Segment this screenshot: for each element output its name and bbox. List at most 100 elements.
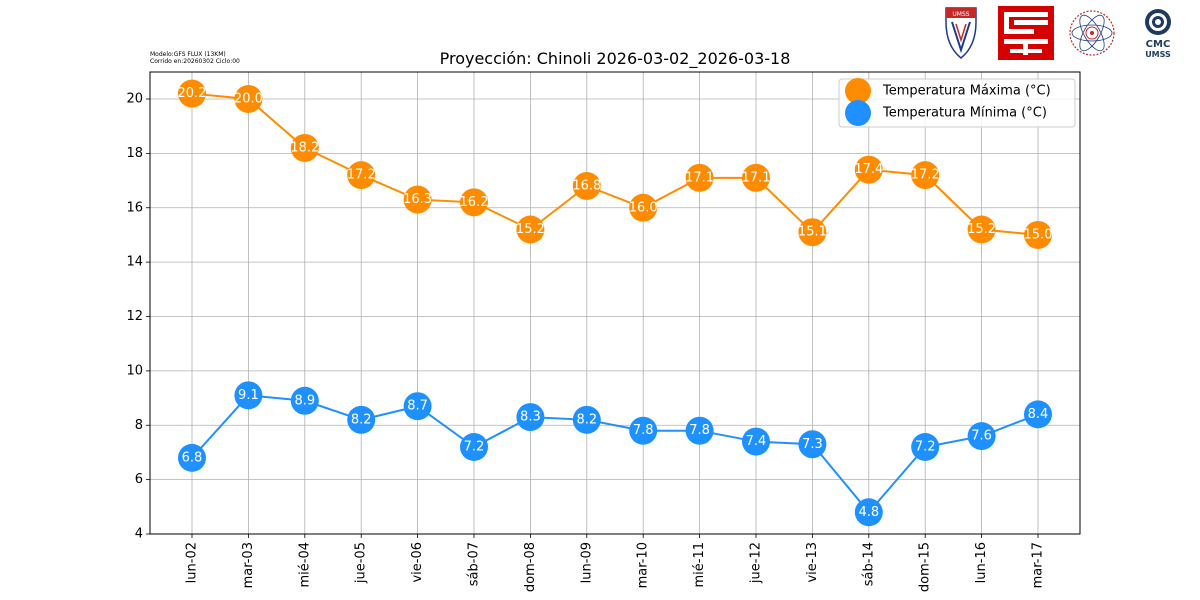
series-line xyxy=(191,92,1039,236)
data-label: 17.2 xyxy=(911,168,940,183)
data-label: 7.4 xyxy=(746,434,767,449)
data-label: 7.6 xyxy=(971,429,992,444)
data-point xyxy=(1024,220,1052,249)
data-label: 17.1 xyxy=(685,170,714,185)
cmc-umss-logo: CMC UMSS xyxy=(1145,9,1171,59)
data-label: 8.2 xyxy=(351,412,372,427)
data-point xyxy=(178,443,206,472)
x-tick-label: mié-04 xyxy=(297,542,312,588)
data-point xyxy=(516,215,545,244)
data-label: 15.1 xyxy=(798,225,827,240)
y-tick-label: 14 xyxy=(126,255,143,270)
data-point xyxy=(967,422,996,451)
data-label: 20.2 xyxy=(178,86,207,101)
x-tick-label: mar-17 xyxy=(1031,542,1046,588)
x-tick-label: vie-06 xyxy=(410,542,425,583)
x-tick-label: dom-08 xyxy=(523,542,538,592)
legend-marker xyxy=(845,78,871,104)
data-label: 18.2 xyxy=(290,140,319,155)
data-point xyxy=(798,430,827,459)
engineering-logo xyxy=(998,6,1054,60)
data-point xyxy=(911,433,940,461)
data-point xyxy=(347,405,376,434)
data-point xyxy=(460,433,488,461)
y-tick-label: 6 xyxy=(135,472,143,487)
data-label: 8.3 xyxy=(520,410,541,425)
y-tick-label: 16 xyxy=(126,200,143,215)
data-point xyxy=(516,403,545,432)
data-label: 15.0 xyxy=(1024,227,1053,242)
series-line xyxy=(191,394,1039,514)
data-label: 16.2 xyxy=(460,195,489,210)
data-point xyxy=(967,215,996,244)
data-label: 9.1 xyxy=(238,388,259,403)
data-label: 17.4 xyxy=(854,162,883,177)
cmc-umss-text: UMSS xyxy=(1145,50,1171,59)
x-tick-label: lun-09 xyxy=(579,542,594,583)
data-point xyxy=(572,405,601,434)
data-point xyxy=(854,155,883,184)
data-label: 15.2 xyxy=(967,222,996,237)
y-tick-label: 12 xyxy=(126,309,143,324)
x-tick-label: sáb-14 xyxy=(861,542,876,586)
umss-shield-logo: UMSS xyxy=(945,7,977,59)
data-point xyxy=(290,386,319,415)
data-label: 8.4 xyxy=(1028,407,1049,422)
science-seal-logo xyxy=(1069,10,1115,56)
y-tick-label: 20 xyxy=(126,92,143,107)
x-tick-label: mar-10 xyxy=(636,542,651,588)
data-label: 20.0 xyxy=(234,92,263,107)
data-label: 7.2 xyxy=(464,440,485,455)
data-point xyxy=(403,392,432,421)
x-tick-label: dom-15 xyxy=(918,542,933,592)
umss-shield-text: UMSS xyxy=(952,11,969,18)
legend-box xyxy=(838,78,1076,128)
data-point xyxy=(347,161,376,190)
data-point xyxy=(290,133,319,162)
y-tick-label: 8 xyxy=(135,418,143,433)
x-tick-label: vie-13 xyxy=(805,542,820,583)
data-label: 17.2 xyxy=(347,168,376,183)
data-label: 6.8 xyxy=(182,450,203,465)
data-label: 16.8 xyxy=(572,179,601,194)
x-tick-label: mar-03 xyxy=(241,542,256,588)
legend-label: Temperatura Máxima (°C) xyxy=(882,84,1051,99)
x-tick-label: lun-02 xyxy=(185,542,200,583)
data-label: 8.9 xyxy=(294,393,315,408)
data-point xyxy=(742,427,770,456)
data-point xyxy=(854,498,883,527)
data-point xyxy=(629,193,658,222)
run-info-line: Corrido en:20260302 Ciclo:00 xyxy=(150,58,240,65)
plot-area-frame xyxy=(149,71,1081,535)
x-tick-label: jue-05 xyxy=(354,542,369,584)
chart-title: Proyección: Chinoli 2026-03-02_2026-03-1… xyxy=(440,49,791,69)
data-label: 7.8 xyxy=(633,423,654,438)
data-point xyxy=(685,416,714,445)
data-point xyxy=(911,161,940,190)
data-point xyxy=(685,163,714,192)
data-point xyxy=(1024,400,1052,429)
data-label: 8.7 xyxy=(407,399,428,414)
data-label: 17.1 xyxy=(742,170,771,185)
data-point xyxy=(178,79,206,108)
data-label: 16.0 xyxy=(629,200,658,215)
series-min: 6.8 9.1 8.9 8.2 8.7 7.2 8.3 8.2 7.8 7.8 7.4 7.3 4.8 7… xyxy=(178,381,1052,527)
x-tick-label: sáb-07 xyxy=(467,542,482,586)
x-tick-label: lun-16 xyxy=(974,542,989,583)
data-point xyxy=(234,85,263,113)
y-tick-label: 4 xyxy=(135,527,143,542)
data-label: 15.2 xyxy=(516,222,545,237)
data-point xyxy=(403,185,432,214)
legend-label: Temperatura Mínima (°C) xyxy=(882,106,1047,121)
model-info-line: Modelo:GFS FLUX (13KM) xyxy=(150,51,226,58)
data-label: 4.8 xyxy=(858,505,879,520)
data-point xyxy=(629,416,658,445)
data-point xyxy=(234,381,263,410)
data-point xyxy=(460,188,488,217)
data-point xyxy=(798,218,827,247)
series-max: 20.2 20.0 18.2 17.2 16.3 16.2 15.2 16.8 16.0 17.1… xyxy=(178,79,1053,249)
legend-marker xyxy=(845,100,871,126)
x-tick-label: jue-12 xyxy=(749,542,764,584)
data-label: 16.3 xyxy=(403,192,432,207)
